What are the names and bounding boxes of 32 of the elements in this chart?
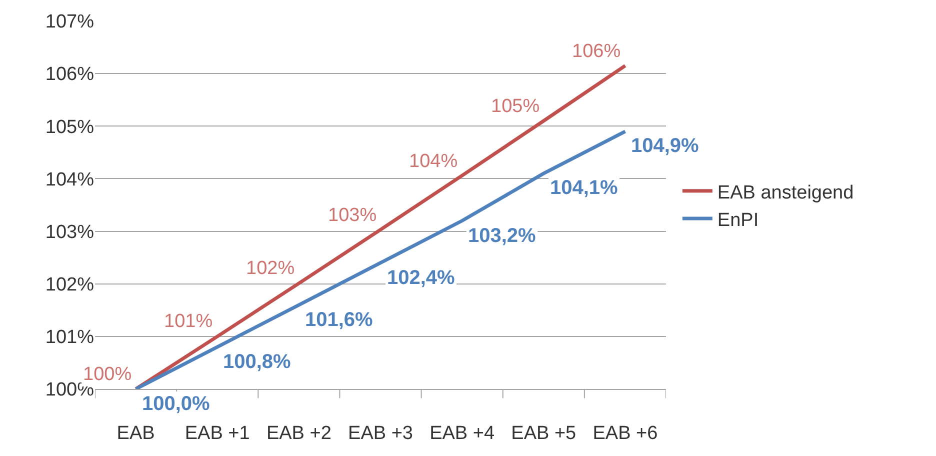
data-label: 101,6% [305, 309, 374, 331]
x-tick-label: EAB +3 [348, 422, 413, 444]
data-label: 103% [328, 205, 377, 226]
data-label: 100% [83, 364, 132, 385]
legend-label: EnPI [717, 210, 759, 231]
x-tick-label: EAB +2 [266, 422, 332, 444]
x-tick-label: EAB +6 [592, 422, 658, 444]
x-tick-label: EAB +1 [184, 422, 250, 444]
y-tick-label: 104% [45, 169, 94, 190]
y-tick-label: 105% [45, 116, 94, 138]
data-label: 104,9% [631, 135, 700, 157]
data-label: 101% [164, 311, 213, 332]
data-label: 103,2% [468, 225, 536, 247]
line-series [134, 64, 627, 389]
y-tick-label: 101% [45, 327, 94, 348]
data-label: 104,1% [550, 177, 618, 199]
data-label: 102,4% [387, 267, 456, 289]
data-label: 104% [409, 151, 458, 172]
y-tick-label: 106% [45, 64, 94, 86]
data-label: 100,0% [142, 393, 210, 415]
line-series [134, 130, 627, 389]
data-label: 102% [246, 258, 295, 279]
data-label: 100,8% [223, 351, 292, 373]
x-tick-label: EAB [116, 422, 155, 444]
y-tick-label: 107% [45, 12, 94, 33]
data-label: 106% [572, 41, 621, 62]
x-tick-label: EAB +5 [511, 422, 576, 444]
y-tick-label: 103% [45, 222, 94, 243]
x-tick-label: EAB +4 [430, 422, 495, 444]
legend-label: EAB ansteigend [717, 182, 854, 204]
y-tick-label: 102% [45, 274, 94, 296]
data-label: 105% [491, 96, 540, 117]
